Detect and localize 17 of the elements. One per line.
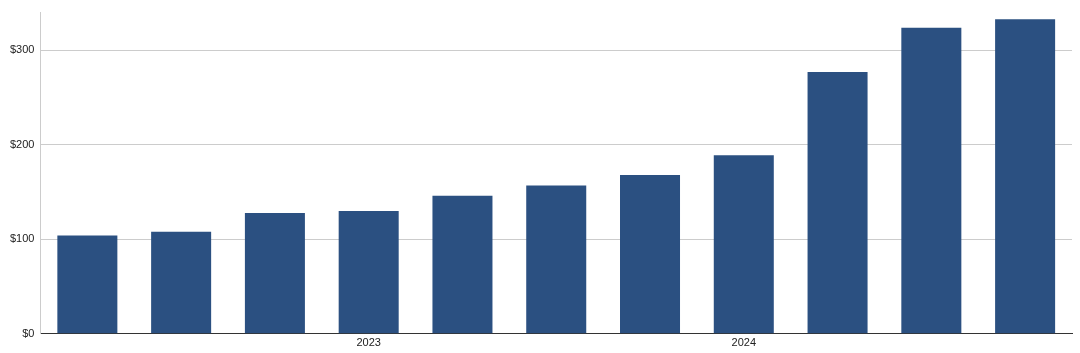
bar <box>244 212 305 334</box>
bar <box>338 210 399 334</box>
bar <box>901 27 962 334</box>
bar <box>526 185 587 334</box>
y-tick-label: $0 <box>22 326 35 339</box>
y-tick-label: $200 <box>9 137 35 150</box>
bar <box>151 231 212 334</box>
bar <box>432 195 493 334</box>
bar <box>620 175 681 334</box>
x-tick-label: 2023 <box>356 336 381 349</box>
y-tick-label: $300 <box>9 43 35 56</box>
y-tick-label: $100 <box>9 232 35 245</box>
x-tick-label: 2024 <box>731 336 757 349</box>
bar <box>995 19 1056 334</box>
bar <box>807 72 868 334</box>
bar <box>57 235 118 334</box>
bar <box>713 155 774 334</box>
